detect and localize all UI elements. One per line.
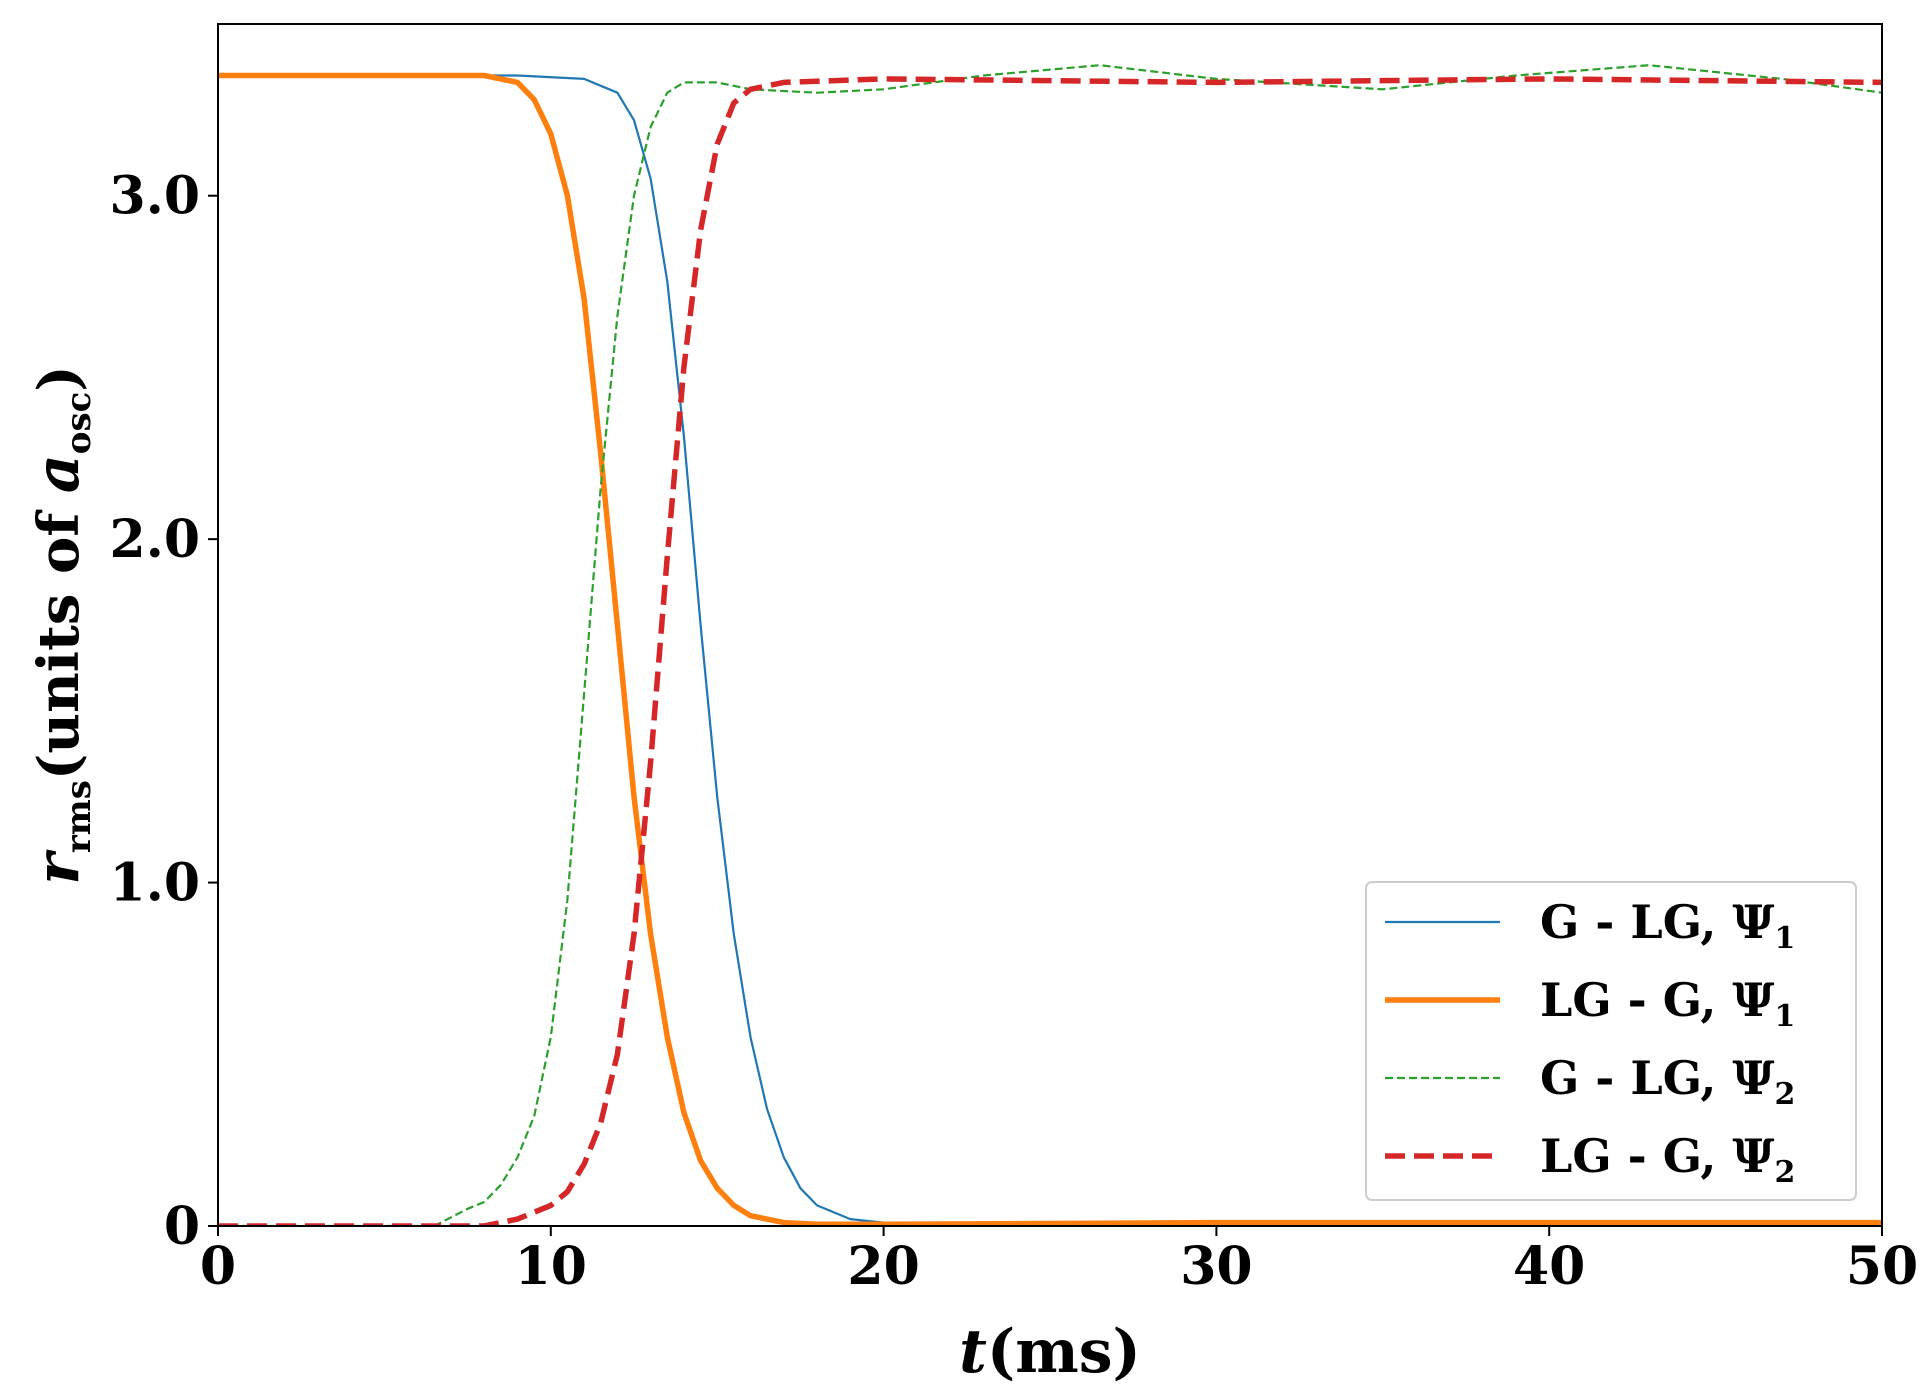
x-tick-label: 40 (1513, 1236, 1585, 1297)
legend-label-1: G - LG, Ψ1 (1540, 895, 1795, 956)
legend: G - LG, Ψ1 LG - G, Ψ1 G - LG, Ψ2 LG - G, Ψ2 (1365, 881, 1857, 1201)
x-tick-label: 50 (1846, 1236, 1918, 1297)
x-axis: 0 10 20 30 40 50 (200, 1226, 1918, 1297)
y-tick-label: 0 (164, 1196, 200, 1257)
x-tick-label: 30 (1180, 1236, 1252, 1297)
x-tick-label: 20 (847, 1236, 919, 1297)
x-tick-label: 10 (515, 1236, 587, 1297)
x-axis-label-unit: (ms) (987, 1317, 1141, 1387)
series-line-2 (218, 72, 1882, 1226)
y-axis-label-avar: a (23, 454, 93, 493)
y-axis-label-sub: rms (59, 780, 99, 853)
legend-box (1365, 881, 1857, 1201)
y-tick-label: 3.0 (110, 166, 200, 227)
y-tick-label: 2.0 (110, 509, 200, 570)
y-axis: 0 1.0 2.0 3.0 (110, 166, 218, 1257)
x-axis-label-var: t (959, 1317, 987, 1387)
legend-label-4: LG - G, Ψ2 (1540, 1129, 1795, 1190)
y-axis-label-post: ) (26, 365, 92, 392)
plot-frame (217, 23, 1883, 1227)
legend-label-2: LG - G, Ψ1 (1540, 973, 1795, 1034)
x-tick-label: 0 (200, 1236, 236, 1297)
y-axis-label-asub: osc (59, 392, 99, 455)
y-axis-label-var: r (23, 849, 93, 885)
y-axis-label: rrms(units of aosc) (23, 365, 99, 885)
x-axis-label: t(ms) (959, 1317, 1141, 1387)
series-layer (218, 64, 1882, 1226)
y-tick-label: 1.0 (110, 853, 200, 914)
legend-label-3: G - LG, Ψ2 (1540, 1051, 1795, 1112)
series-line-4 (218, 76, 1882, 1226)
y-axis-label-pre: (units of (26, 493, 92, 780)
